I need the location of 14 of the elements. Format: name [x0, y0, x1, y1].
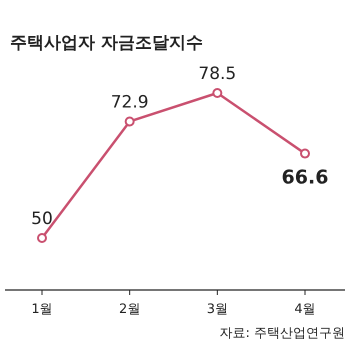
x-tick-label: 3월 — [206, 302, 228, 317]
data-label: 66.6 — [282, 166, 328, 189]
point — [212, 88, 222, 98]
x-tick-label: 1월 — [31, 302, 53, 317]
chart-title: 주택사업자 자금조달지수 — [10, 33, 203, 53]
x-tick-label: 2월 — [119, 302, 140, 317]
x-tick-label: 4월 — [294, 302, 316, 317]
data-label: 50 — [31, 209, 53, 229]
point — [300, 148, 310, 159]
point — [37, 233, 47, 243]
data-label: 78.5 — [198, 64, 236, 84]
point — [124, 116, 135, 126]
data-label: 72.9 — [110, 92, 149, 112]
text: 자료: 주택산업연구원 — [219, 326, 345, 341]
